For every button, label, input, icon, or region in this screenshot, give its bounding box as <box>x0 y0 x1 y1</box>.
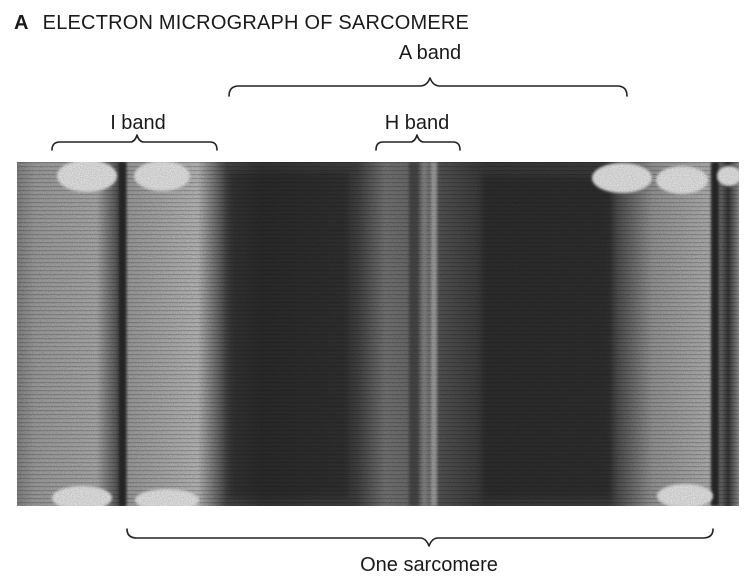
h-band-label: H band <box>384 112 450 134</box>
figure-title-text: ELECTRON MICROGRAPH OF SARCOMERE <box>42 12 470 34</box>
a-band-bracket <box>228 77 628 97</box>
i-band-label: I band <box>110 112 166 134</box>
i-band-bracket <box>51 134 218 151</box>
figure-title: A ELECTRON MICROGRAPH OF SARCOMERE <box>14 12 469 35</box>
sarcomere-label: One sarcomere <box>360 554 498 576</box>
panel-letter: A <box>14 12 29 34</box>
electron-micrograph <box>17 162 739 506</box>
a-band-label: A band <box>398 42 462 64</box>
h-band-bracket <box>375 134 461 151</box>
sarcomere-bracket <box>126 528 714 547</box>
